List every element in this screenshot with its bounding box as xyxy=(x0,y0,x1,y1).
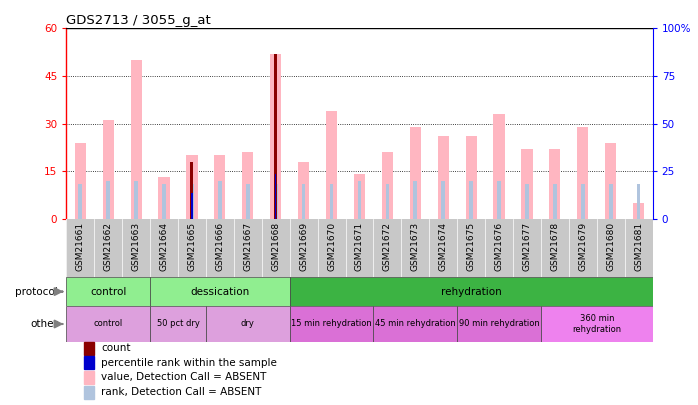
Text: 45 min rehydration: 45 min rehydration xyxy=(375,320,456,328)
Text: dry: dry xyxy=(241,320,255,328)
Bar xyxy=(525,184,529,219)
Bar xyxy=(206,306,290,342)
Bar xyxy=(270,54,281,219)
Bar xyxy=(218,181,222,219)
Text: 360 min
rehydration: 360 min rehydration xyxy=(572,314,621,334)
Text: GSM21670: GSM21670 xyxy=(327,222,336,271)
Bar xyxy=(329,184,334,219)
Bar xyxy=(66,277,150,306)
Text: GSM21680: GSM21680 xyxy=(607,222,615,271)
Bar xyxy=(84,386,94,399)
Text: rehydration: rehydration xyxy=(440,287,502,296)
Text: 90 min rehydration: 90 min rehydration xyxy=(459,320,540,328)
Text: GSM21675: GSM21675 xyxy=(467,222,475,271)
Text: 50 pct dry: 50 pct dry xyxy=(156,320,200,328)
Bar xyxy=(413,181,417,219)
Bar xyxy=(577,127,588,219)
Bar xyxy=(84,371,94,384)
Bar xyxy=(385,184,389,219)
Bar xyxy=(302,184,306,219)
Bar xyxy=(326,111,337,219)
Bar xyxy=(541,306,653,342)
Bar xyxy=(150,306,206,342)
Bar xyxy=(290,306,373,342)
Text: 15 min rehydration: 15 min rehydration xyxy=(291,320,372,328)
Text: control: control xyxy=(94,320,123,328)
Text: GDS2713 / 3055_g_at: GDS2713 / 3055_g_at xyxy=(66,14,211,27)
Bar xyxy=(246,184,250,219)
Bar xyxy=(158,177,170,219)
Bar xyxy=(605,143,616,219)
Text: GSM21661: GSM21661 xyxy=(76,222,84,271)
Text: control: control xyxy=(90,287,126,296)
Text: GSM21677: GSM21677 xyxy=(523,222,531,271)
Bar xyxy=(549,149,560,219)
Bar xyxy=(493,114,505,219)
Bar xyxy=(190,184,194,219)
Text: GSM21666: GSM21666 xyxy=(216,222,224,271)
Bar xyxy=(103,120,114,219)
Text: GSM21665: GSM21665 xyxy=(188,222,196,271)
Bar xyxy=(214,155,225,219)
Bar xyxy=(191,162,193,219)
Text: GSM21672: GSM21672 xyxy=(383,222,392,271)
Text: GSM21671: GSM21671 xyxy=(355,222,364,271)
Text: protocol: protocol xyxy=(15,287,58,296)
Text: GSM21662: GSM21662 xyxy=(104,222,112,271)
Text: rank, Detection Call = ABSENT: rank, Detection Call = ABSENT xyxy=(101,387,262,397)
Bar xyxy=(84,342,94,354)
Text: value, Detection Call = ABSENT: value, Detection Call = ABSENT xyxy=(101,373,267,382)
Text: GSM21667: GSM21667 xyxy=(244,222,252,271)
Bar xyxy=(637,184,641,219)
Bar xyxy=(466,136,477,219)
Bar xyxy=(150,277,290,306)
Bar xyxy=(410,127,421,219)
Text: GSM21676: GSM21676 xyxy=(495,222,503,271)
Bar xyxy=(357,181,362,219)
Text: GSM21678: GSM21678 xyxy=(551,222,559,271)
Bar xyxy=(274,184,278,219)
Text: other: other xyxy=(30,319,58,329)
Text: percentile rank within the sample: percentile rank within the sample xyxy=(101,358,277,368)
Bar xyxy=(581,184,585,219)
Bar xyxy=(469,181,473,219)
Bar xyxy=(609,184,613,219)
Bar xyxy=(131,60,142,219)
Text: count: count xyxy=(101,343,131,353)
Bar xyxy=(191,193,193,219)
Bar xyxy=(66,306,150,342)
Bar xyxy=(242,152,253,219)
Bar xyxy=(497,181,501,219)
Bar xyxy=(457,306,541,342)
Bar xyxy=(553,184,557,219)
Text: GSM21669: GSM21669 xyxy=(299,222,308,271)
Bar xyxy=(298,162,309,219)
Bar xyxy=(438,136,449,219)
Bar xyxy=(354,174,365,219)
Bar xyxy=(84,356,94,369)
Bar xyxy=(382,152,393,219)
Bar xyxy=(373,306,457,342)
Text: GSM21681: GSM21681 xyxy=(634,222,643,271)
Bar xyxy=(75,143,86,219)
Text: GSM21673: GSM21673 xyxy=(411,222,419,271)
Text: GSM21668: GSM21668 xyxy=(272,222,280,271)
Text: GSM21674: GSM21674 xyxy=(439,222,447,271)
Bar xyxy=(134,181,138,219)
Bar xyxy=(290,277,653,306)
Bar xyxy=(274,54,277,219)
Bar xyxy=(78,184,82,219)
Bar xyxy=(633,203,644,219)
Bar xyxy=(275,174,276,219)
Bar xyxy=(441,181,445,219)
Bar xyxy=(521,149,533,219)
Bar xyxy=(106,181,110,219)
Bar xyxy=(162,184,166,219)
Text: GSM21663: GSM21663 xyxy=(132,222,140,271)
Text: GSM21679: GSM21679 xyxy=(579,222,587,271)
Bar xyxy=(186,155,198,219)
Text: GSM21664: GSM21664 xyxy=(160,222,168,271)
Text: dessication: dessication xyxy=(191,287,249,296)
